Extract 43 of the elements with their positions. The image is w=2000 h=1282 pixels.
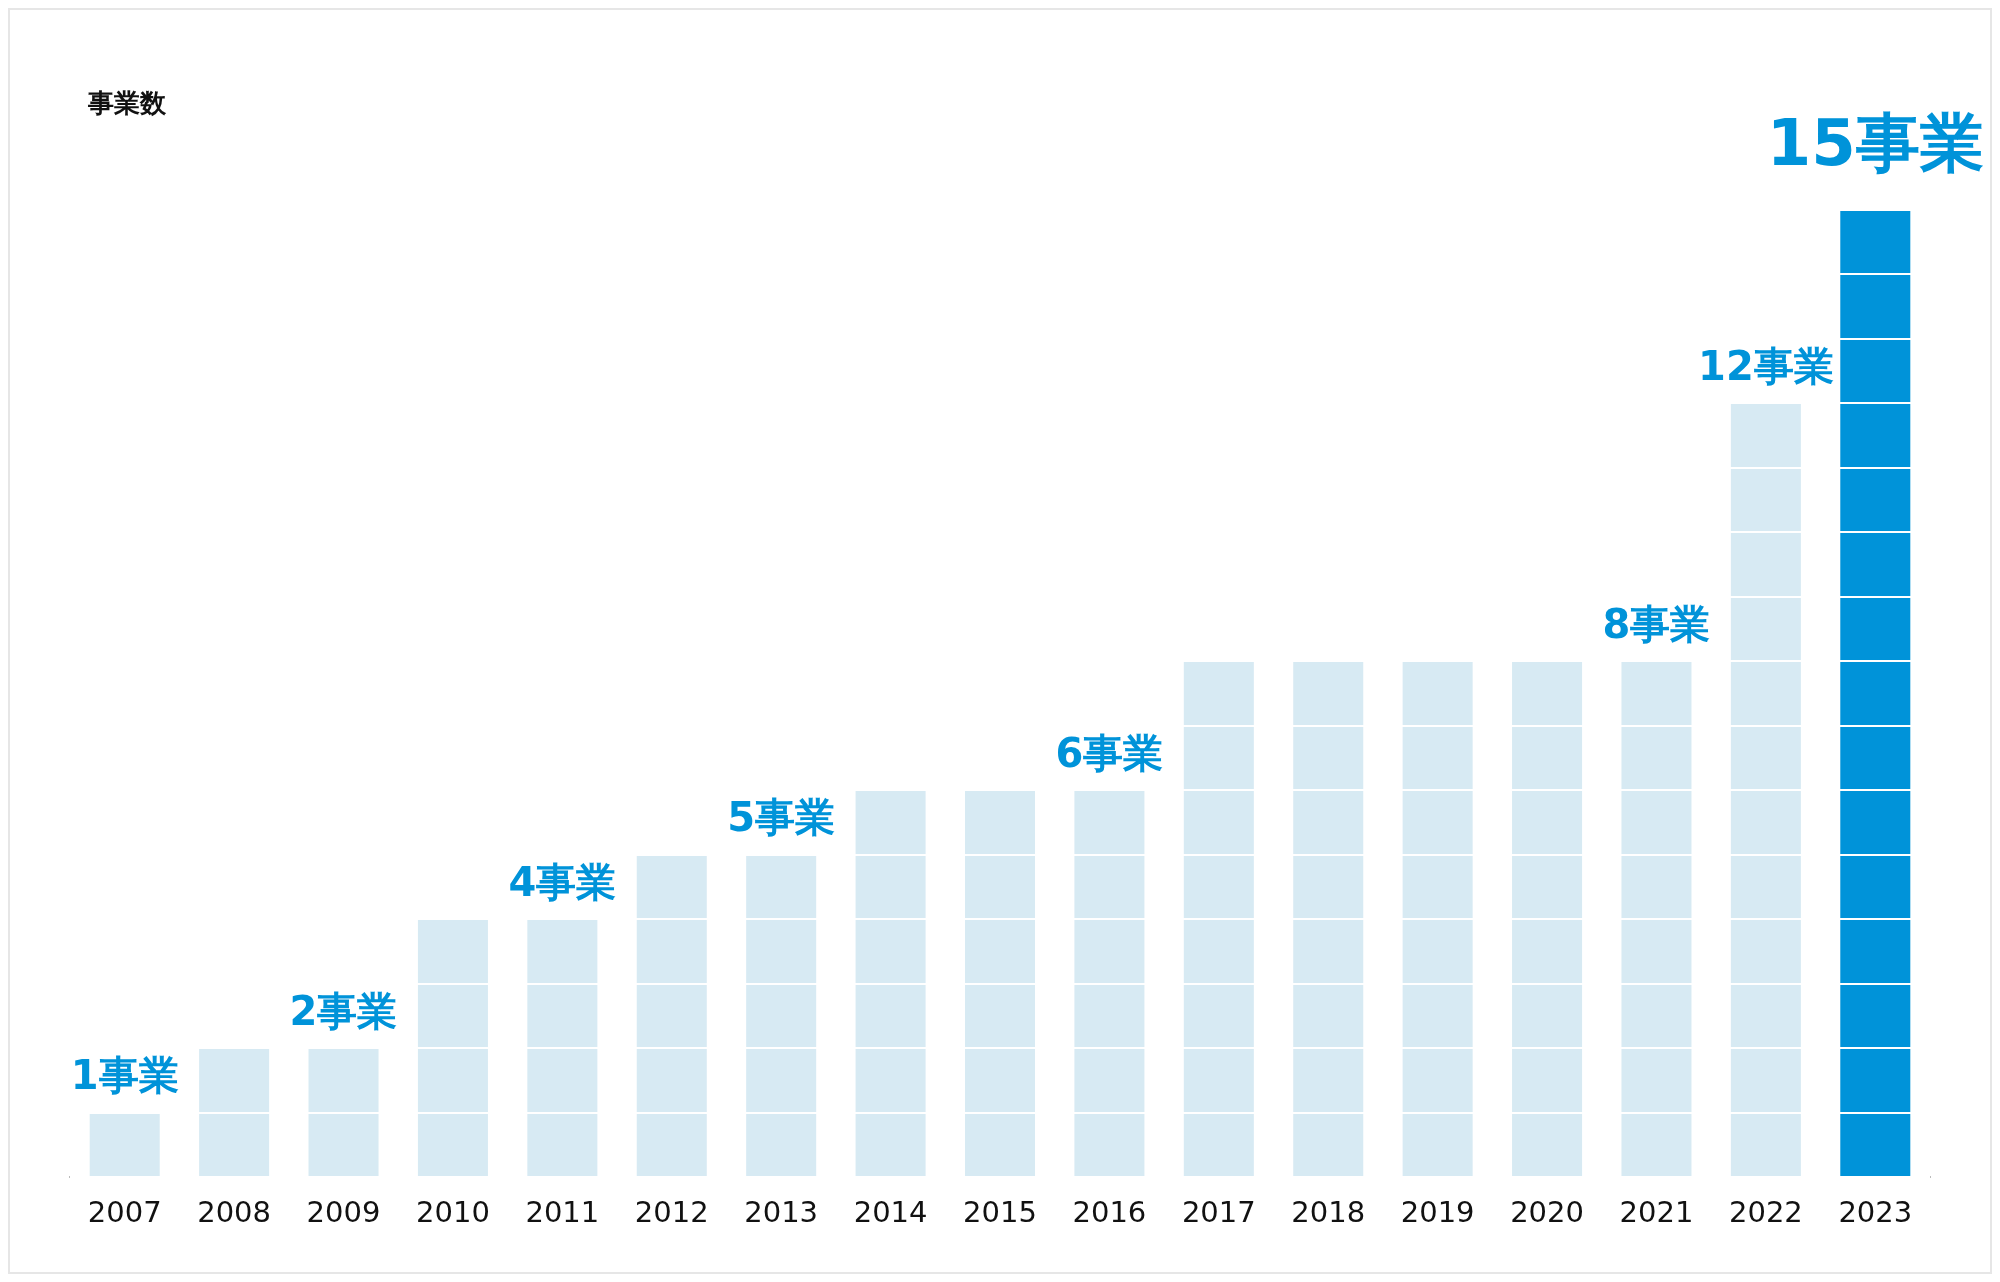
bar [1074,790,1145,1177]
x-tick-label: 2022 [1728,1195,1803,1230]
bar [746,854,817,1177]
x-tick-label: 2015 [963,1195,1037,1230]
bar [1293,661,1364,1177]
x-tick-label: 2016 [1072,1195,1147,1230]
x-tick-label: 2012 [634,1195,709,1230]
x-tick-label: 2023 [1838,1195,1913,1230]
x-tick-label: 2018 [1291,1195,1366,1230]
x-tick-label: 2010 [416,1195,490,1230]
x-tick-label: 2009 [306,1195,381,1230]
bar [636,854,707,1177]
bar [1402,661,1473,1177]
data-label: 15事業 [1766,105,1984,180]
bar [964,790,1036,1177]
data-label: 6事業 [1055,729,1164,776]
data-label: 4事業 [508,858,617,905]
x-tick-label: 2013 [744,1195,819,1230]
data-label: 2事業 [289,987,398,1034]
data-label: 8事業 [1602,600,1711,647]
bar [1183,661,1254,1177]
bar [1621,661,1692,1177]
bar [1512,661,1583,1177]
x-tick-label: 2017 [1181,1195,1256,1230]
x-tick-label: 2019 [1400,1195,1475,1230]
x-tick-label: 2021 [1619,1195,1694,1230]
bar [199,1048,270,1177]
bar [855,790,926,1177]
bar [417,919,488,1177]
y-axis-title: 事業数 [87,87,167,118]
x-tick-label: 2007 [87,1195,162,1230]
bar [89,1112,160,1177]
bar [308,1048,379,1177]
x-tick-label: 2014 [853,1195,928,1230]
bar [527,919,598,1177]
x-tick-label: 2020 [1510,1195,1584,1230]
x-tick-label: 2011 [525,1195,600,1230]
data-label: 1事業 [70,1052,179,1099]
data-label: 5事業 [727,794,836,841]
bar [1730,403,1801,1177]
x-tick-label: 2008 [197,1195,272,1230]
data-label: 12事業 [1698,342,1834,389]
bar [1840,210,1911,1177]
